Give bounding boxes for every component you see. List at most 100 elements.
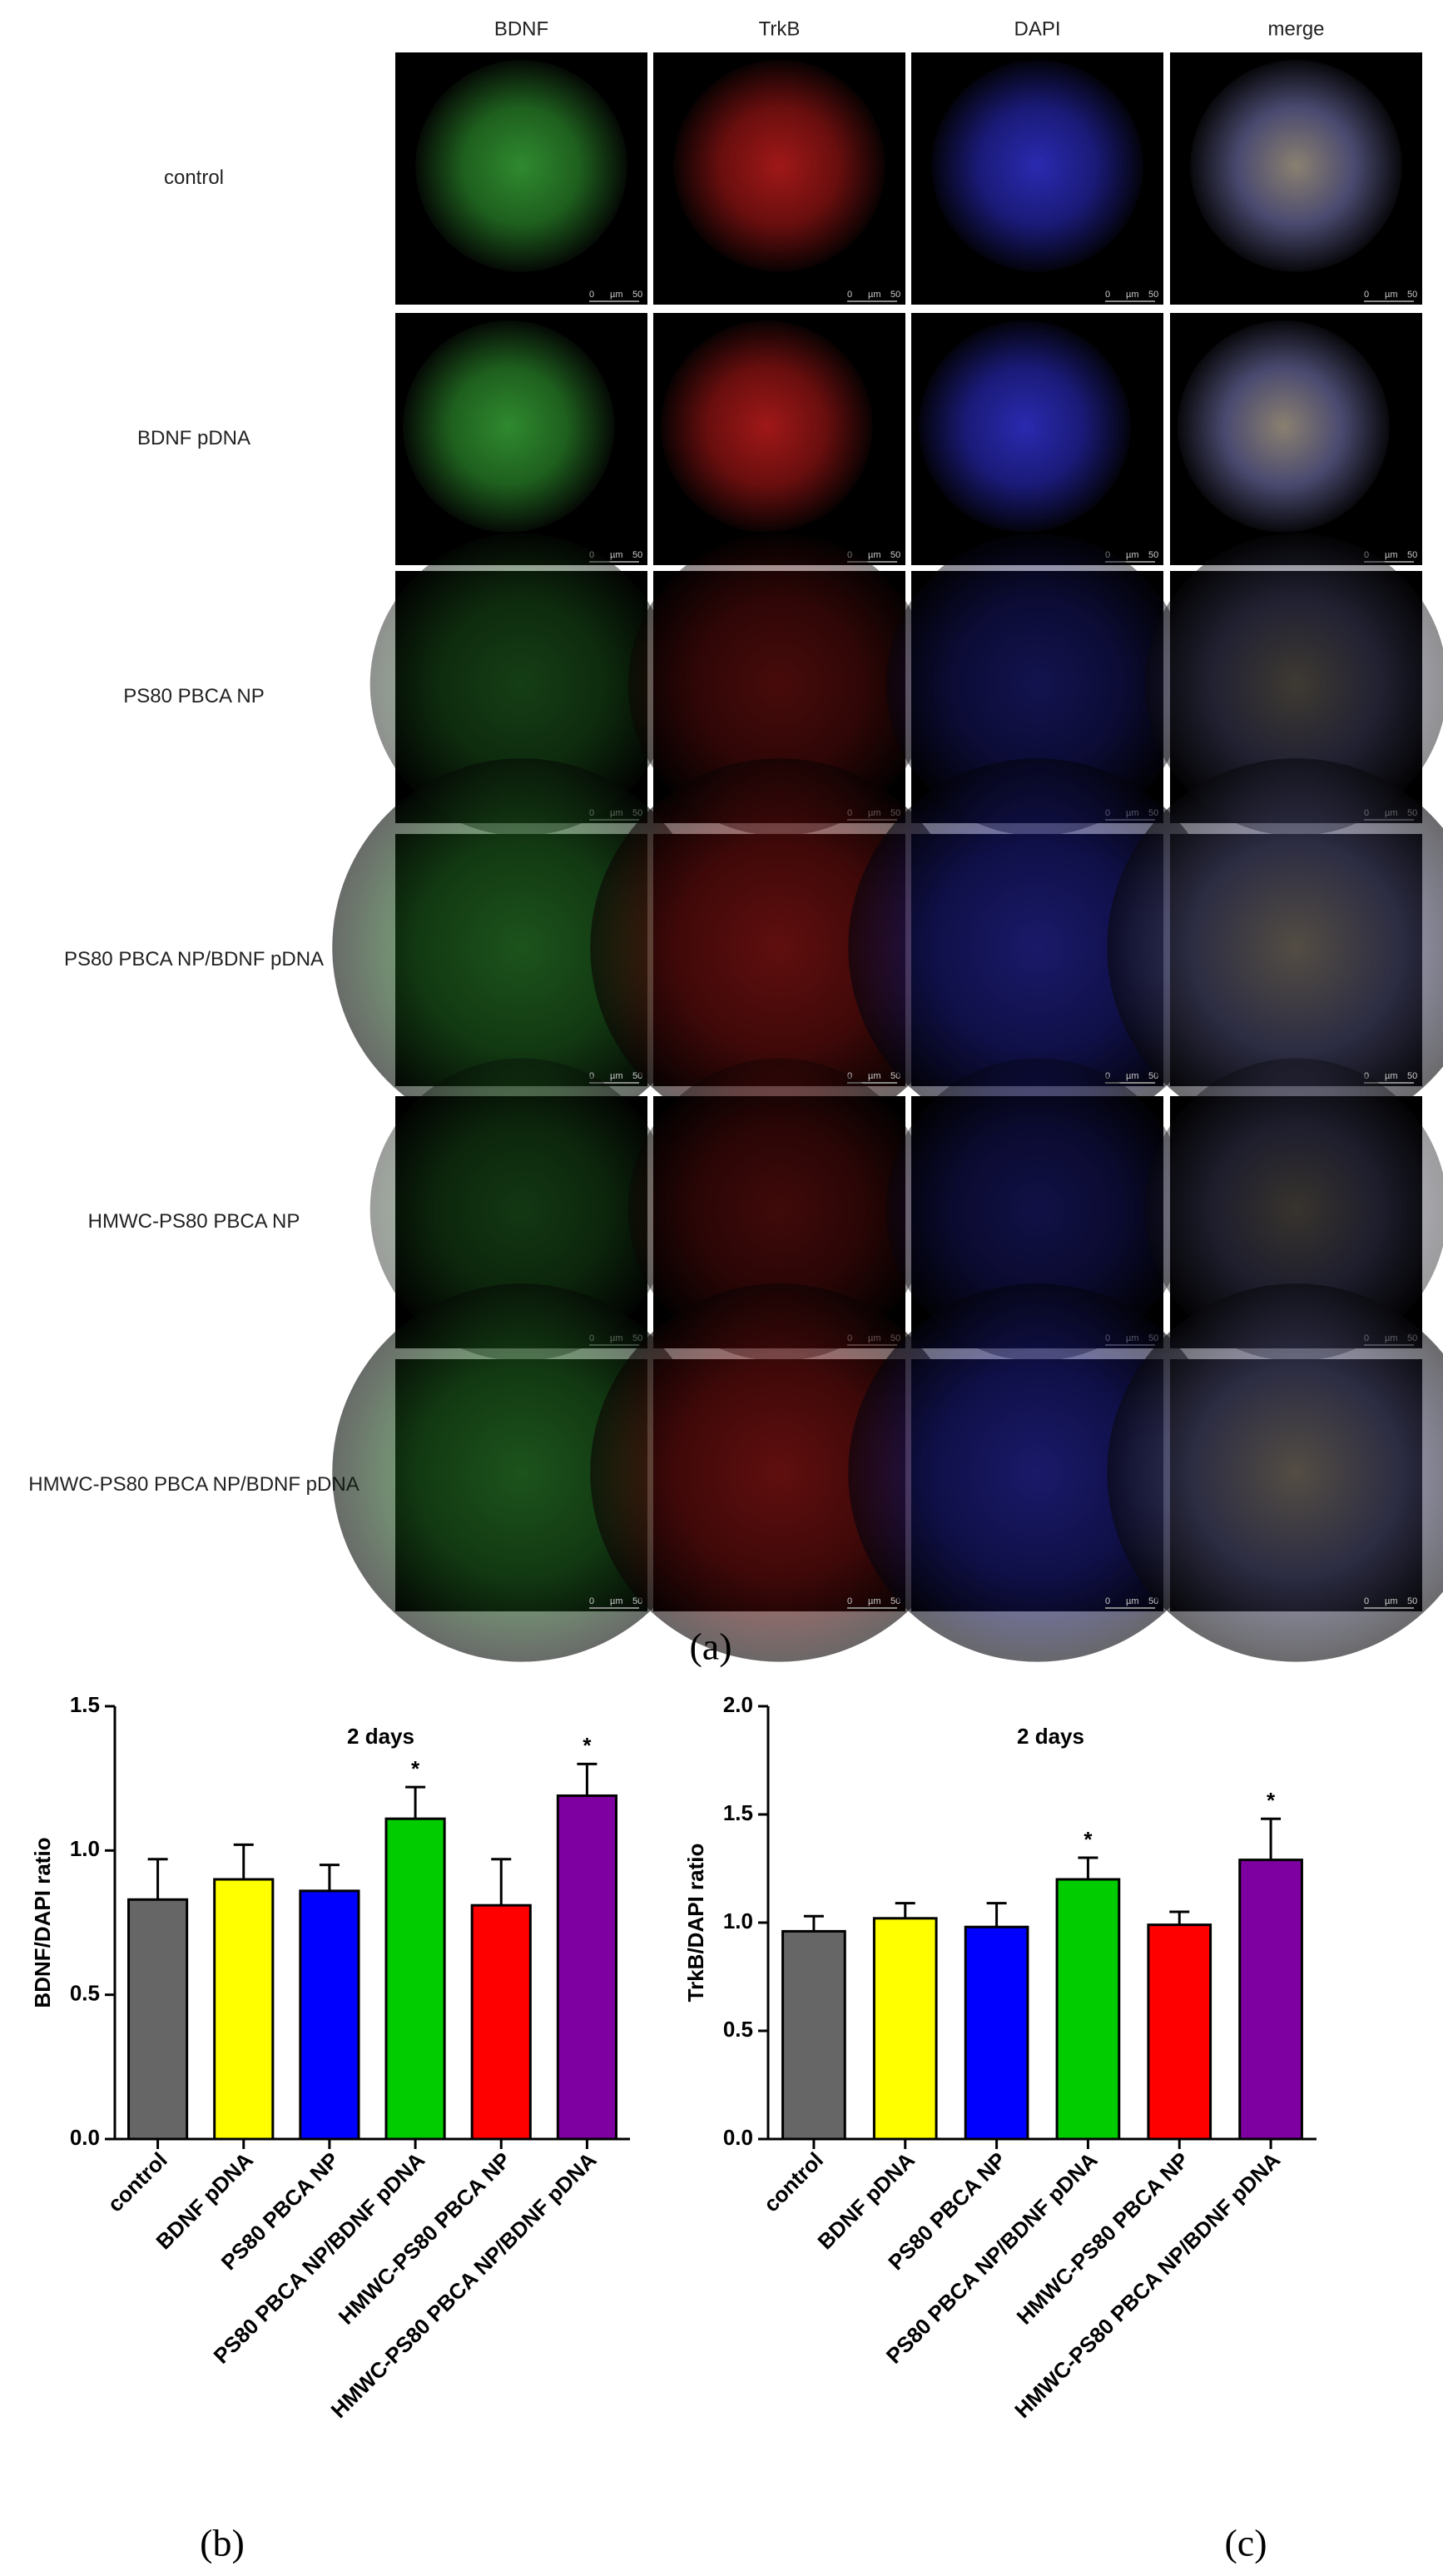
micrograph: 0 µm 50 bbox=[911, 52, 1163, 305]
y-tick-label: 1.0 bbox=[723, 1908, 753, 1933]
micrograph: 0 µm 50 bbox=[395, 52, 647, 305]
bar bbox=[1055, 1878, 1121, 2141]
column-header: merge bbox=[1267, 17, 1324, 40]
image-signal bbox=[885, 533, 1189, 836]
micrograph: 0 µm 50 bbox=[1170, 52, 1422, 305]
image-signal bbox=[1178, 320, 1390, 533]
scale-bar-label: 50 bbox=[632, 290, 642, 300]
panel-label: (b) bbox=[200, 2522, 245, 2564]
bar bbox=[470, 1903, 532, 2141]
y-tick-label: 0.5 bbox=[70, 1981, 100, 2006]
scale-bar-label: µm bbox=[868, 290, 881, 300]
scale-bar-label: µm bbox=[610, 290, 623, 300]
scale-bar-label: µm bbox=[1126, 290, 1139, 300]
image-signal bbox=[673, 60, 885, 272]
image-signal bbox=[369, 533, 673, 836]
bar bbox=[384, 1817, 446, 2141]
scale-bar-label: 0 bbox=[1105, 290, 1110, 300]
x-tick-label: control bbox=[759, 2147, 829, 2217]
chart-title: 2 days bbox=[347, 1724, 414, 1749]
scale-bar-label: 0 bbox=[1105, 1596, 1110, 1606]
image-signal bbox=[931, 60, 1143, 272]
scale-bar-label: µm bbox=[1385, 550, 1398, 560]
y-tick-label: 2.0 bbox=[723, 1692, 753, 1717]
row-label: HMWC-PS80 PBCA NP bbox=[88, 1210, 300, 1233]
image-signal bbox=[661, 320, 873, 533]
scale-bar-label: 0 bbox=[847, 1596, 852, 1606]
bar bbox=[964, 1925, 1029, 2141]
bar bbox=[556, 1794, 617, 2141]
scale-bar-label: µm bbox=[610, 1071, 623, 1081]
scale-bar-label: 50 bbox=[890, 290, 900, 300]
x-tick-label: control bbox=[102, 2147, 172, 2217]
y-tick-label: 0.5 bbox=[723, 2017, 753, 2042]
scale-bar-label: µm bbox=[610, 550, 623, 560]
image-signal bbox=[1144, 533, 1443, 836]
significance-mark: * bbox=[1267, 1788, 1276, 1813]
panel-label: (a) bbox=[689, 1626, 731, 1668]
scale-bar-label: µm bbox=[610, 1596, 623, 1606]
scale-bar-label: µm bbox=[1385, 290, 1398, 300]
bar bbox=[1147, 1923, 1212, 2141]
row-label: PS80 PBCA NP/BDNF pDNA bbox=[64, 948, 324, 970]
bar bbox=[213, 1878, 275, 2141]
scale-bar-label: µm bbox=[1385, 1071, 1398, 1081]
y-tick-label: 1.0 bbox=[70, 1836, 100, 1861]
scale-bar-label: µm bbox=[1126, 1596, 1139, 1606]
bar bbox=[127, 1898, 189, 2141]
row-label: HMWC-PS80 PBCA NP/BDNF pDNA bbox=[28, 1473, 359, 1496]
scale-bar-label: 50 bbox=[1407, 1596, 1417, 1606]
scale-bar-label: 0 bbox=[1364, 1596, 1369, 1606]
image-signal bbox=[885, 1058, 1189, 1362]
scale-bar-label: 50 bbox=[632, 550, 642, 560]
micrograph: 0 µm 50 bbox=[1107, 1283, 1443, 1662]
row-label: BDNF pDNA bbox=[137, 427, 250, 449]
panel-label: (c) bbox=[1224, 2522, 1267, 2564]
scale-bar-label: 50 bbox=[1148, 550, 1158, 560]
scale-bar-label: µm bbox=[1126, 1071, 1139, 1081]
image-signal bbox=[1144, 1058, 1443, 1362]
y-axis-label: BDNF/DAPI ratio bbox=[30, 1837, 55, 2008]
scale-bar-label: µm bbox=[1385, 1596, 1398, 1606]
bar bbox=[872, 1917, 938, 2141]
image-signal bbox=[919, 320, 1131, 533]
scale-bar-label: 50 bbox=[890, 550, 900, 560]
image-signal bbox=[369, 1058, 673, 1362]
image-signal bbox=[627, 533, 931, 836]
image-signal bbox=[1190, 60, 1402, 272]
y-tick-label: 0.0 bbox=[723, 2125, 753, 2150]
image-signal bbox=[415, 60, 627, 272]
y-axis-label: TrkB/DAPI ratio bbox=[683, 1844, 708, 2003]
image-signal bbox=[848, 758, 1227, 1137]
significance-mark: * bbox=[1083, 1827, 1093, 1852]
significance-mark: * bbox=[583, 1733, 592, 1758]
image-signal bbox=[627, 1058, 931, 1362]
scale-bar-label: 0 bbox=[847, 290, 852, 300]
scale-bar-label: µm bbox=[868, 1071, 881, 1081]
image-signal bbox=[403, 320, 615, 533]
column-header: BDNF bbox=[494, 17, 548, 40]
scale-bar-label: 0 bbox=[1364, 290, 1369, 300]
column-header: TrkB bbox=[759, 17, 801, 40]
scale-bar-label: µm bbox=[868, 1596, 881, 1606]
scale-bar-label: 50 bbox=[1407, 290, 1417, 300]
significance-mark: * bbox=[411, 1756, 420, 1781]
image-signal bbox=[1107, 1283, 1443, 1662]
scale-bar-label: 50 bbox=[1407, 550, 1417, 560]
x-tick-label: HMWC-PS80 PBCA NP bbox=[1012, 2147, 1194, 2330]
column-header: DAPI bbox=[1014, 17, 1060, 40]
x-tick-label: HMWC-PS80 PBCA NP bbox=[334, 2147, 516, 2330]
row-label: control bbox=[164, 166, 224, 189]
scale-bar-label: 50 bbox=[1148, 290, 1158, 300]
chart-title: 2 days bbox=[1017, 1724, 1084, 1749]
bar bbox=[299, 1889, 360, 2141]
scale-bar-label: 0 bbox=[589, 290, 594, 300]
bar bbox=[781, 1929, 846, 2141]
image-signal bbox=[1107, 758, 1443, 1137]
